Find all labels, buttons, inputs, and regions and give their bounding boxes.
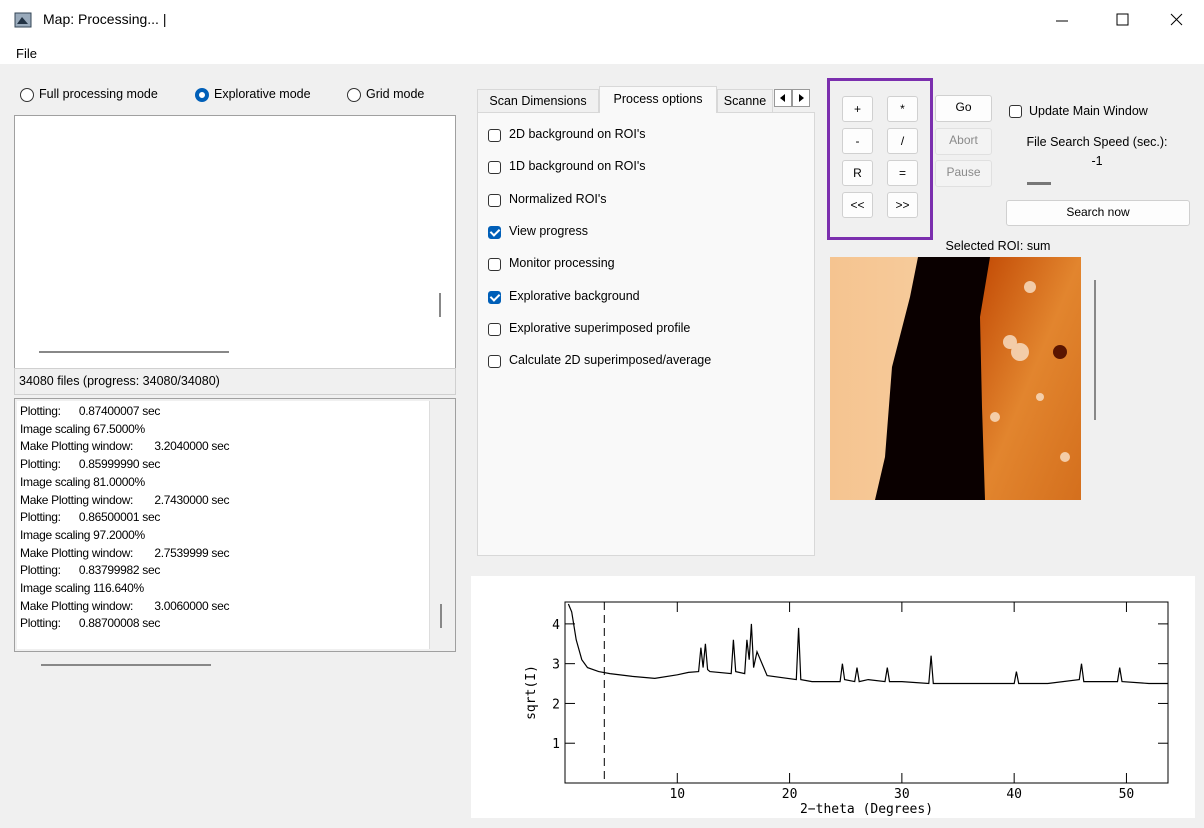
- radio-label: Full processing mode: [39, 87, 158, 101]
- file-list[interactable]: C:\Users\F.Vanmeert\Downloads\2024_BAG_W…: [14, 115, 456, 369]
- log-line: Make Plotting window: 3.0060000 sec: [20, 599, 229, 613]
- log-frame: Plotting: 0.87400007 sec Image scaling 67…: [14, 398, 456, 652]
- y-tick-label: 2: [552, 697, 560, 712]
- y-tick-label: 3: [552, 658, 560, 673]
- radio-button[interactable]: [347, 88, 361, 102]
- window-title: Map: Processing... |: [43, 11, 166, 27]
- tab[interactable]: Scanne: [717, 89, 773, 112]
- log-line: Plotting: 0.83799982 sec: [20, 563, 160, 577]
- diffraction-plot: 10 20 30 40 50 1 2 3 4 2−theta (Degrees) sqrt(I): [471, 576, 1195, 818]
- speed-slider[interactable]: [1027, 182, 1051, 185]
- checkbox[interactable]: [488, 194, 501, 207]
- log-line: Plotting: 0.86500001 sec: [20, 510, 160, 524]
- tab[interactable]: Scan Dimensions: [477, 89, 599, 112]
- log-line: Plotting: 0.85999990 sec: [20, 457, 160, 471]
- tab[interactable]: Process options: [599, 86, 717, 113]
- checkbox[interactable]: [488, 226, 501, 239]
- checkbox[interactable]: [488, 129, 501, 142]
- status-text: 34080 files (progress: 34080/34080): [14, 368, 456, 395]
- checkbox-label: Monitor processing: [509, 256, 615, 270]
- checkbox[interactable]: [1009, 105, 1022, 118]
- y-tick-label: 1: [552, 737, 560, 752]
- scrollbar[interactable]: [1094, 280, 1096, 420]
- scrollbar[interactable]: [39, 351, 229, 353]
- x-tick-label: 10: [669, 787, 685, 802]
- title-bar: [0, 0, 1204, 40]
- operator-button[interactable]: >>: [887, 192, 918, 218]
- checkbox[interactable]: [488, 355, 501, 368]
- x-tick-label: 50: [1119, 787, 1135, 802]
- log-line: Plotting: 0.87400007 sec: [20, 404, 160, 418]
- checkbox-label: Explorative superimposed profile: [509, 321, 690, 335]
- action-button: Abort: [935, 128, 992, 155]
- action-button[interactable]: Go: [935, 95, 992, 122]
- operator-button[interactable]: R: [842, 160, 873, 186]
- operator-button[interactable]: /: [887, 128, 918, 154]
- log-line: Make Plotting window: 3.2040000 sec: [20, 439, 229, 453]
- log-line: Make Plotting window: 2.7539999 sec: [20, 546, 229, 560]
- x-tick-label: 20: [782, 787, 798, 802]
- checkbox-label: Explorative background: [509, 289, 640, 303]
- x-tick-label: 30: [894, 787, 910, 802]
- roi-title: Selected ROI: sum: [900, 239, 1096, 253]
- log-line: Image scaling 116.640%: [20, 581, 144, 595]
- log-line: Image scaling 81.0000%: [20, 475, 145, 489]
- app-icon: [14, 12, 32, 28]
- log-line: Make Plotting window: 2.7430000 sec: [20, 493, 229, 507]
- radio-label: Grid mode: [366, 87, 424, 101]
- roi-image: [830, 257, 1081, 500]
- log-line: Plotting: 0.88700008 sec: [20, 616, 160, 630]
- checkbox-label: View progress: [509, 224, 588, 238]
- radio-button[interactable]: [20, 88, 34, 102]
- log-line: Image scaling 97.2000%: [20, 528, 145, 542]
- log-line: Image scaling 67.5000%: [20, 422, 145, 436]
- checkbox[interactable]: [488, 291, 501, 304]
- scrollbar[interactable]: [439, 293, 441, 317]
- operator-button[interactable]: +: [842, 96, 873, 122]
- checkbox-label: 2D background on ROI's: [509, 127, 646, 141]
- tab-scroll[interactable]: [774, 89, 814, 108]
- action-button: Pause: [935, 160, 992, 187]
- search-speed-label: File Search Speed (sec.):: [1000, 135, 1194, 149]
- menu-item[interactable]: File: [16, 46, 37, 61]
- x-axis-label: 2−theta (Degrees): [800, 802, 933, 817]
- scrollbar[interactable]: [440, 604, 442, 628]
- radio-label: Explorative mode: [214, 87, 311, 101]
- checkbox[interactable]: [488, 258, 501, 271]
- operator-button[interactable]: <<: [842, 192, 873, 218]
- scrollbar[interactable]: [41, 664, 211, 666]
- checkbox[interactable]: [488, 161, 501, 174]
- operator-button[interactable]: -: [842, 128, 873, 154]
- y-axis-label: sqrt(I): [524, 665, 539, 720]
- plot-background: [471, 576, 1195, 818]
- checkbox-label: 1D background on ROI's: [509, 159, 646, 173]
- checkbox[interactable]: [488, 323, 501, 336]
- operator-button[interactable]: *: [887, 96, 918, 122]
- operator-button[interactable]: =: [887, 160, 918, 186]
- search-speed-value: -1: [1000, 154, 1194, 168]
- x-tick-label: 40: [1006, 787, 1022, 802]
- radio-button[interactable]: [195, 88, 209, 102]
- checkbox-label: Update Main Window: [1029, 104, 1148, 118]
- checkbox-label: Calculate 2D superimposed/average: [509, 353, 711, 367]
- checkbox-label: Normalized ROI's: [509, 192, 607, 206]
- window-controls[interactable]: [1040, 8, 1200, 32]
- y-tick-label: 4: [552, 618, 560, 633]
- menu-bar: [0, 40, 1204, 64]
- search-button[interactable]: Search now: [1006, 200, 1190, 226]
- app-window: Map: Processing... | File Full processin…: [0, 0, 1204, 828]
